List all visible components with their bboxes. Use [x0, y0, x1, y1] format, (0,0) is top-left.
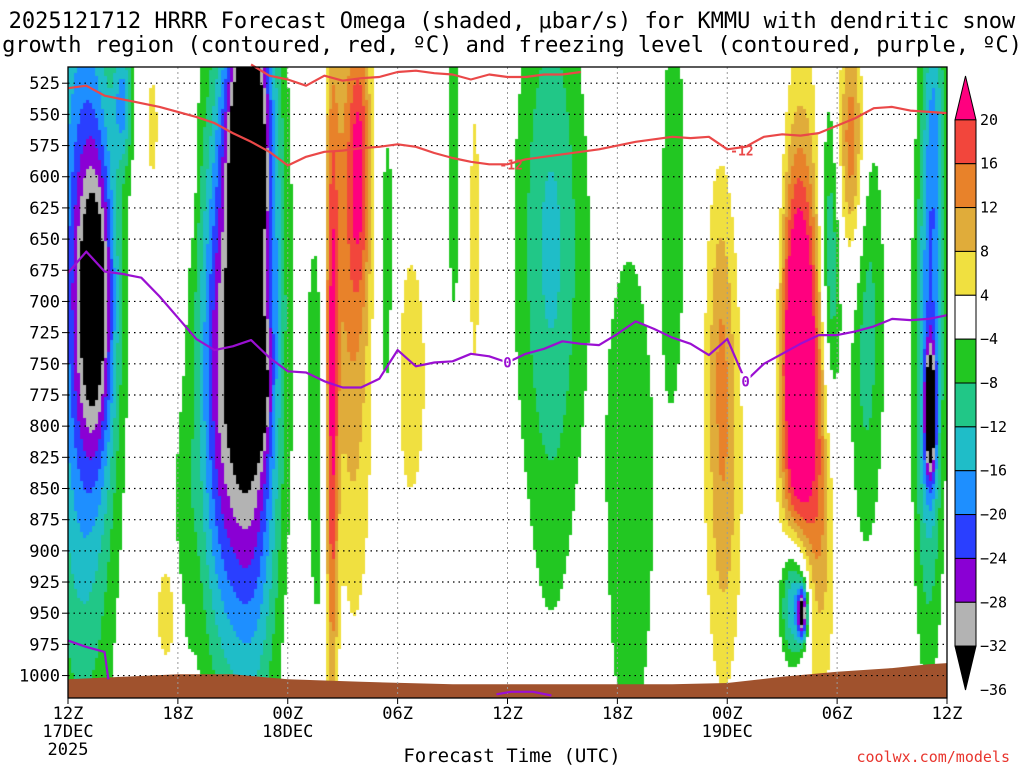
colorbar-label-2: 12 — [980, 199, 998, 217]
colorbar-label-5: −4 — [980, 330, 998, 348]
contour-dgz-top — [67, 84, 948, 167]
contour-label-minus12-label-2: -12 — [730, 145, 753, 160]
x-tick-label-7: 06Z — [822, 704, 853, 724]
colorbar-bin-5 — [954, 294, 977, 340]
colorbar-label-13: −36 — [980, 681, 1007, 699]
freezing-label-0: 0 — [503, 356, 511, 372]
colorbar-bin-12 — [954, 601, 977, 647]
x-tick-label-6: 00Z — [712, 704, 743, 724]
y-tick-label-650: 650 — [29, 230, 60, 250]
colorbar-bin-8 — [954, 426, 977, 472]
y-tick-label-575: 575 — [29, 137, 60, 157]
x-tick-date-0: 17DEC — [42, 722, 93, 742]
y-tick-label-850: 850 — [29, 479, 60, 499]
x-tick-date-6: 19DEC — [702, 722, 753, 742]
terrain-fill — [68, 663, 947, 698]
y-tick-label-675: 675 — [29, 261, 60, 281]
freezing-label-bg-0 — [502, 354, 513, 370]
y-tick-label-900: 900 — [29, 542, 60, 562]
contour-dgz-top-upper — [250, 63, 581, 87]
colorbar-bin-4 — [954, 250, 977, 296]
colorbar-label-10: −24 — [980, 549, 1007, 567]
y-tick-label-975: 975 — [29, 635, 60, 655]
colorbar-label-8: −16 — [980, 462, 1007, 480]
colorbar-label-4: 4 — [980, 286, 989, 304]
colorbar-label-7: −12 — [980, 418, 1007, 436]
x-tick-label-4: 12Z — [492, 704, 523, 724]
colorbar-label-11: −28 — [980, 593, 1007, 611]
x-tick-date-2: 18DEC — [262, 722, 313, 742]
colorbar-bin-3 — [954, 207, 977, 252]
x-axis-label: Forecast Time (UTC) — [403, 745, 621, 767]
freezing-label-1: 0 — [741, 374, 749, 390]
y-tick-label-525: 525 — [29, 74, 60, 94]
freezing-label-bg-1 — [740, 373, 751, 389]
x-tick-label-8: 12Z — [932, 704, 963, 724]
credit-link[interactable]: coolwx.com/models — [856, 748, 1010, 766]
x-tick-label-0: 12Z — [53, 704, 84, 724]
colorbar-bin-9 — [954, 470, 977, 516]
y-tick-label-825: 825 — [29, 448, 60, 468]
y-tick-label-1000: 1000 — [19, 667, 60, 687]
x-tick-label-3: 06Z — [382, 704, 413, 724]
chart-title-line-1: 2025121712 HRRR Forecast Omega (shaded, … — [8, 9, 1016, 34]
colorbar-label-3: 8 — [980, 242, 989, 260]
y-tick-label-550: 550 — [29, 105, 60, 125]
colorbar-bin-6 — [954, 338, 977, 384]
colorbar-bin-2 — [954, 163, 977, 209]
y-tick-label-875: 875 — [29, 511, 60, 531]
y-tick-label-775: 775 — [29, 386, 60, 406]
colorbar-bin-1 — [954, 119, 977, 165]
x-tick-year-0: 2025 — [48, 740, 89, 760]
x-tick-label-5: 18Z — [602, 704, 633, 724]
contour-freezing-level-surface — [496, 690, 552, 697]
y-tick-label-625: 625 — [29, 199, 60, 219]
y-tick-label-925: 925 — [29, 573, 60, 593]
y-tick-label-950: 950 — [29, 604, 60, 624]
colorbar-label-0: 20 — [980, 111, 998, 129]
colorbar-bin-7 — [954, 382, 977, 428]
colorbar-label-9: −20 — [980, 506, 1007, 524]
colorbar-bin-10 — [954, 514, 977, 559]
y-tick-label-700: 700 — [29, 292, 60, 312]
y-tick-label-600: 600 — [29, 168, 60, 188]
colorbar-label-12: −32 — [980, 637, 1007, 655]
contour-freezing-level-low — [67, 639, 110, 680]
colorbar-bin-0 — [954, 75, 977, 121]
colorbar-bin-11 — [954, 557, 977, 603]
x-tick-label-2: 00Z — [272, 704, 303, 724]
colorbar-bin-13 — [954, 645, 977, 691]
contour-label-minus12-label-1: -12 — [499, 158, 522, 173]
chart-title-line-2: growth region (contoured, red, ºC) and f… — [2, 33, 1022, 58]
colorbar-label-6: −8 — [980, 374, 998, 392]
colorbar-label-1: 16 — [980, 155, 998, 173]
y-tick-label-800: 800 — [29, 417, 60, 437]
y-tick-label-725: 725 — [29, 324, 60, 344]
x-tick-label-1: 18Z — [163, 704, 194, 724]
y-tick-label-750: 750 — [29, 355, 60, 375]
